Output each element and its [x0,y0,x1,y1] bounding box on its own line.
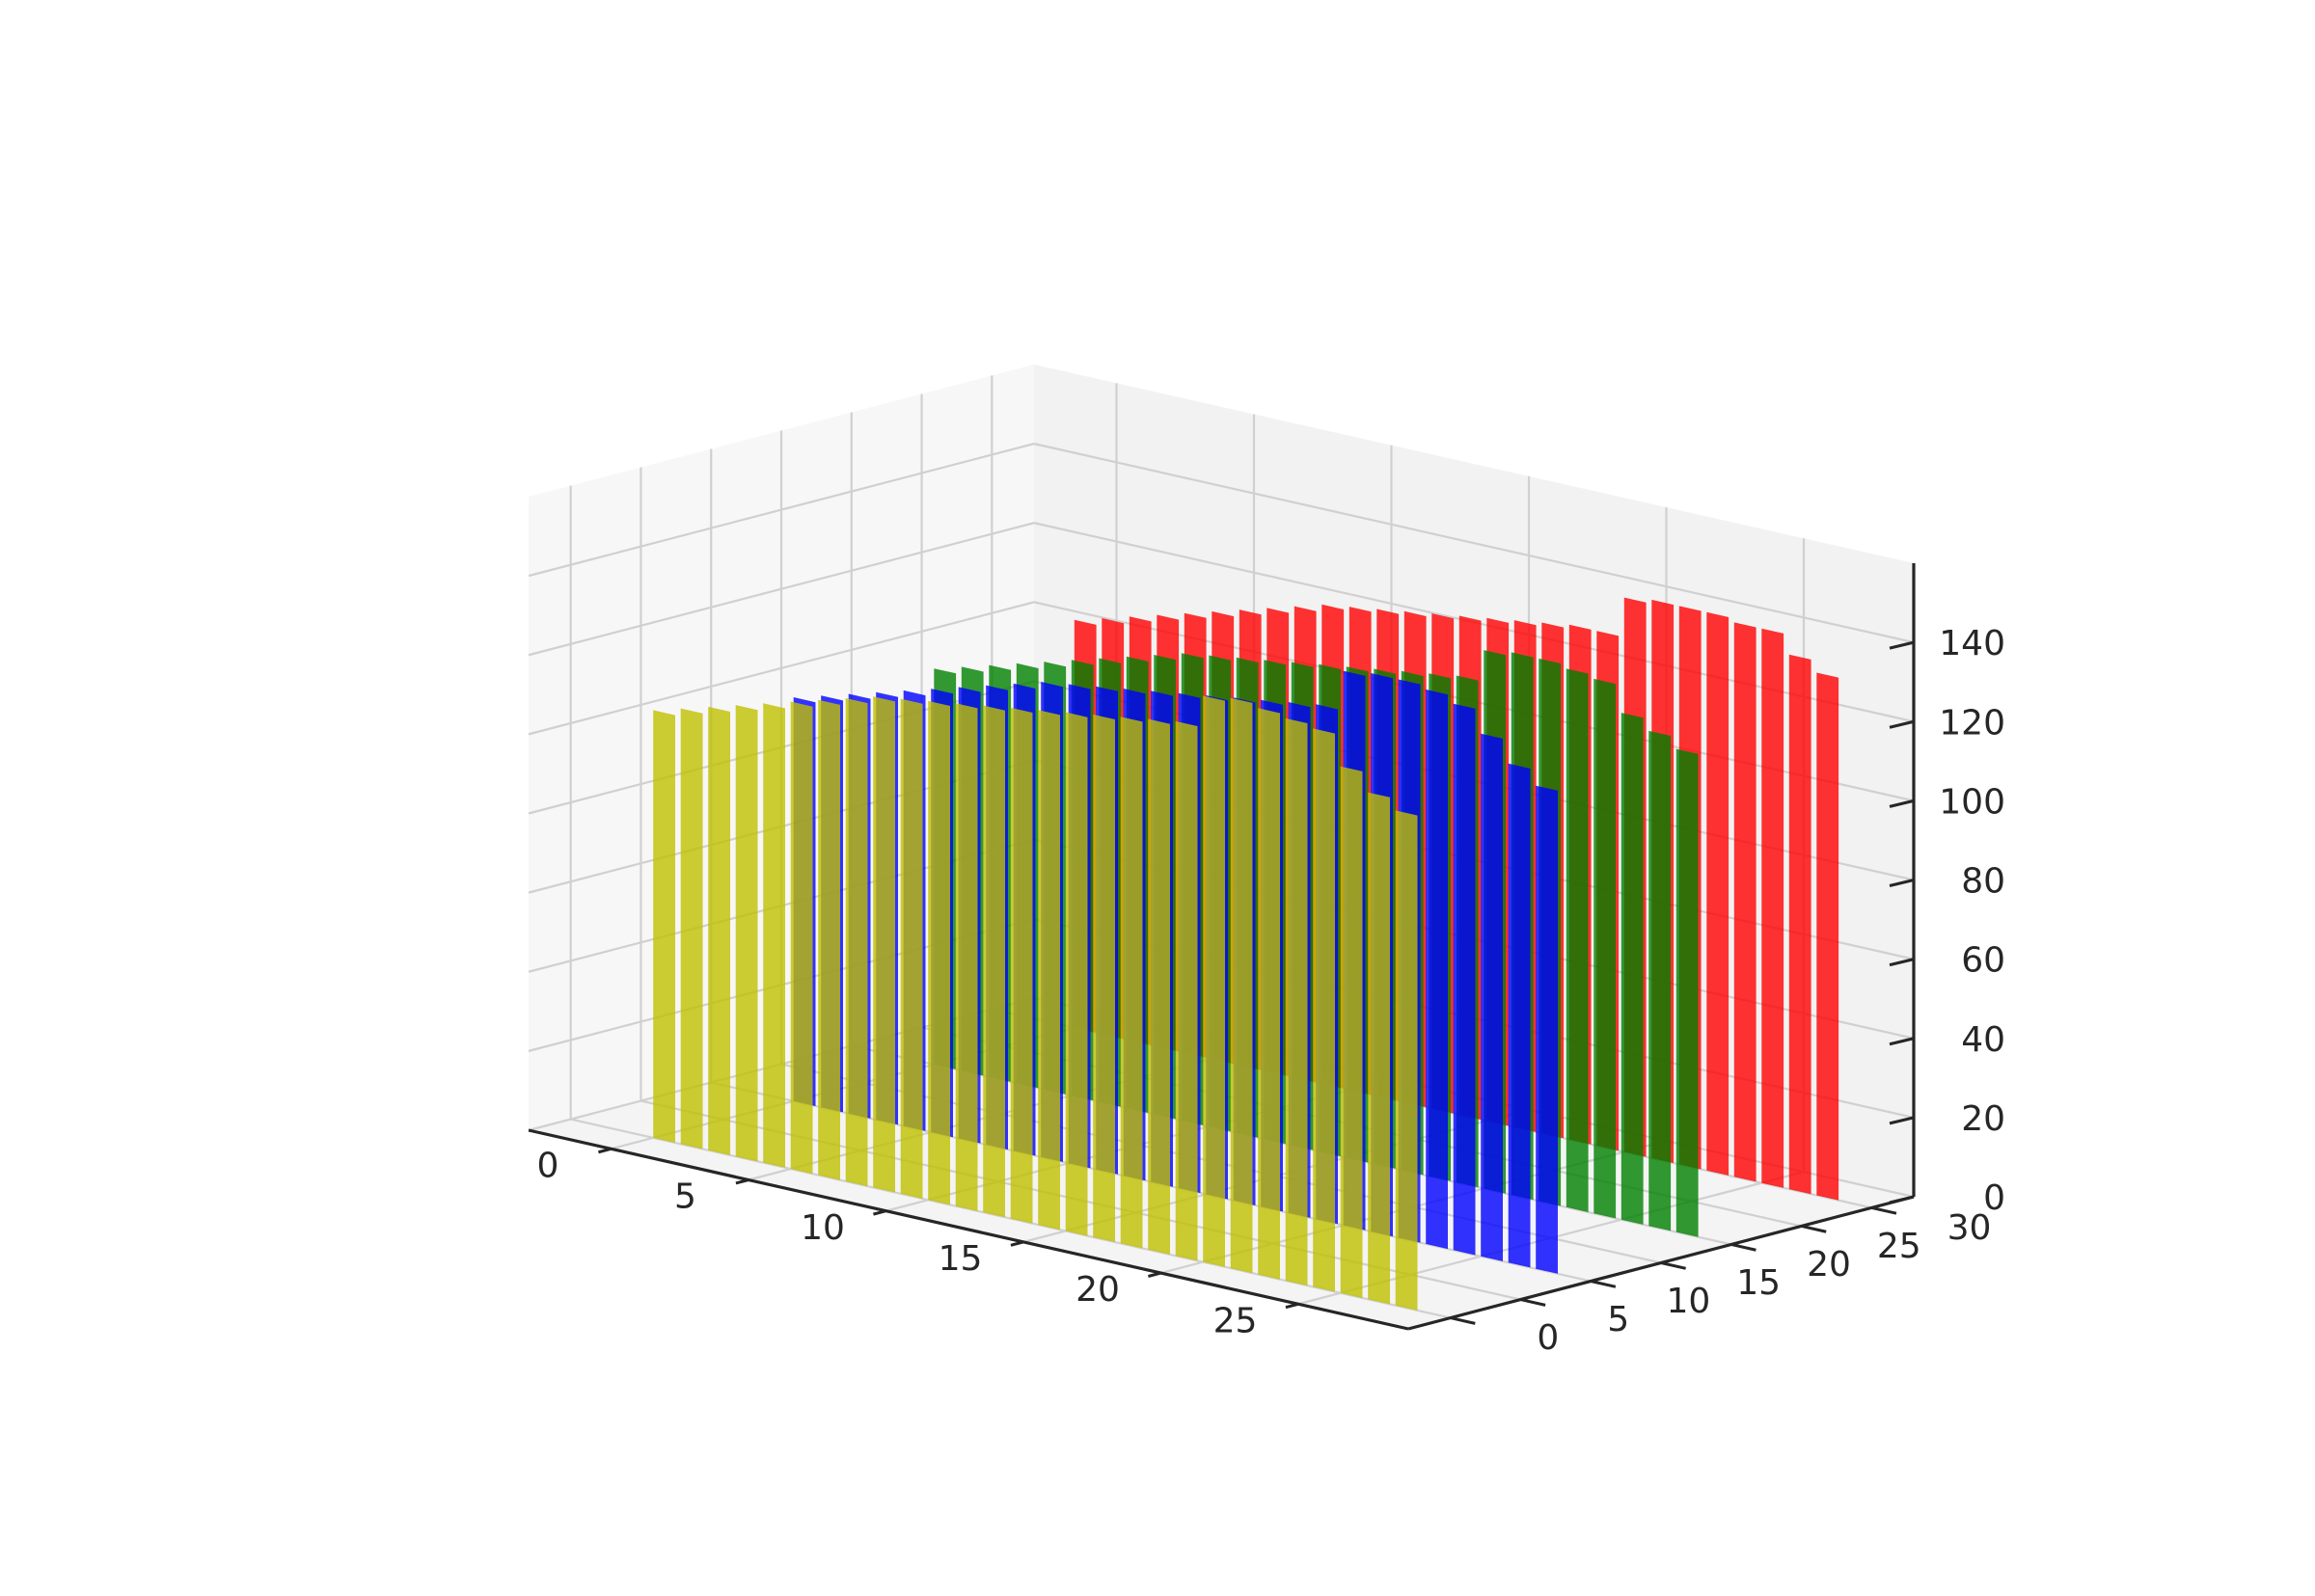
z-tick-label: 140 [1939,624,2005,663]
bar [1733,622,1757,1182]
x-tick-label: 0 [537,1146,559,1185]
z-tick-label: 0 [1983,1178,2005,1218]
x-tick-label: 20 [1076,1270,1120,1310]
bar [1175,720,1198,1261]
bar [1203,695,1225,1267]
bar [955,703,978,1211]
bar [1648,730,1672,1231]
bar [1285,717,1308,1286]
x-tick [598,1147,612,1154]
bar [708,706,730,1155]
y-tick-label: 10 [1667,1282,1711,1321]
bar [1395,810,1418,1311]
bar [1093,714,1115,1242]
bar [1675,748,1699,1237]
bar [1536,785,1558,1274]
bar [1065,712,1088,1236]
bar [818,699,840,1180]
bar [680,708,703,1150]
bar [1258,708,1280,1280]
y-tick-label: 20 [1807,1245,1851,1285]
z-tick [1889,640,1915,650]
y-tick-label: 15 [1736,1263,1781,1303]
bar [1426,690,1448,1250]
grid-line-z-left [528,522,1035,657]
y-tick [1871,1205,1897,1215]
bar [1010,707,1033,1224]
series-y-0 [653,695,1418,1311]
bar [983,705,1005,1218]
bar [873,696,895,1193]
bar [900,698,923,1199]
x-tick-label: 10 [801,1208,845,1248]
grid-line-z-left [528,443,1035,578]
bar [1761,628,1784,1188]
z-tick [1889,1116,1915,1125]
x-tick-label: 25 [1213,1301,1258,1340]
y-tick [1730,1243,1757,1252]
bar [1038,710,1060,1231]
z-tick-label: 80 [1961,862,2005,902]
bar [1230,697,1253,1274]
x-tick [1285,1302,1299,1310]
bar [1508,763,1531,1268]
z-tick [1889,879,1915,887]
bar [1481,733,1503,1261]
bar [1340,766,1363,1298]
x-tick [735,1178,749,1185]
x-tick-label: 15 [939,1239,983,1279]
z-tick [1889,1037,1915,1046]
axis-lines [528,563,1916,1331]
bar [1816,672,1839,1201]
x-tick [873,1209,886,1216]
z-tick-label: 40 [1961,1020,2005,1060]
z-tick-label: 60 [1961,941,2005,981]
x-axis-line [528,1128,1409,1331]
grid-line-z-left [528,601,1035,736]
bar [763,703,785,1168]
bar [1368,792,1390,1305]
y-tick-label: 25 [1877,1227,1921,1266]
bar [1148,718,1170,1255]
bar [790,701,813,1175]
y-tick [1520,1298,1546,1307]
y-tick [1801,1224,1827,1233]
bar [1706,611,1729,1176]
bar [653,710,675,1143]
bar [1620,713,1644,1225]
z-tick-label: 100 [1939,782,2005,822]
y-tick-label: 30 [1947,1208,1992,1248]
z-tick-label: 120 [1939,703,2005,743]
bar-series [653,597,1839,1311]
bar [1313,728,1335,1292]
bar [1788,654,1811,1195]
y-tick-label: 0 [1537,1318,1559,1358]
z-tick [1889,798,1915,808]
grid-line-z-back [1033,443,1915,644]
bar [1566,668,1589,1212]
z-tick [1889,1195,1915,1204]
y-tick-label: 5 [1607,1300,1629,1339]
bar [845,698,868,1187]
y-tick [1450,1316,1476,1325]
bar [1593,678,1617,1219]
z-tick [1889,719,1915,729]
bar [735,705,758,1162]
x-tick [1148,1271,1161,1278]
x-tick [1010,1240,1024,1247]
y-tick [1660,1261,1686,1270]
y-tick [1590,1280,1617,1288]
z-tick-label: 20 [1961,1099,2005,1139]
bar [928,700,950,1205]
x-tick-label: 5 [674,1177,696,1217]
bar [1453,703,1476,1256]
bar [1120,717,1143,1249]
z-tick [1889,958,1915,967]
